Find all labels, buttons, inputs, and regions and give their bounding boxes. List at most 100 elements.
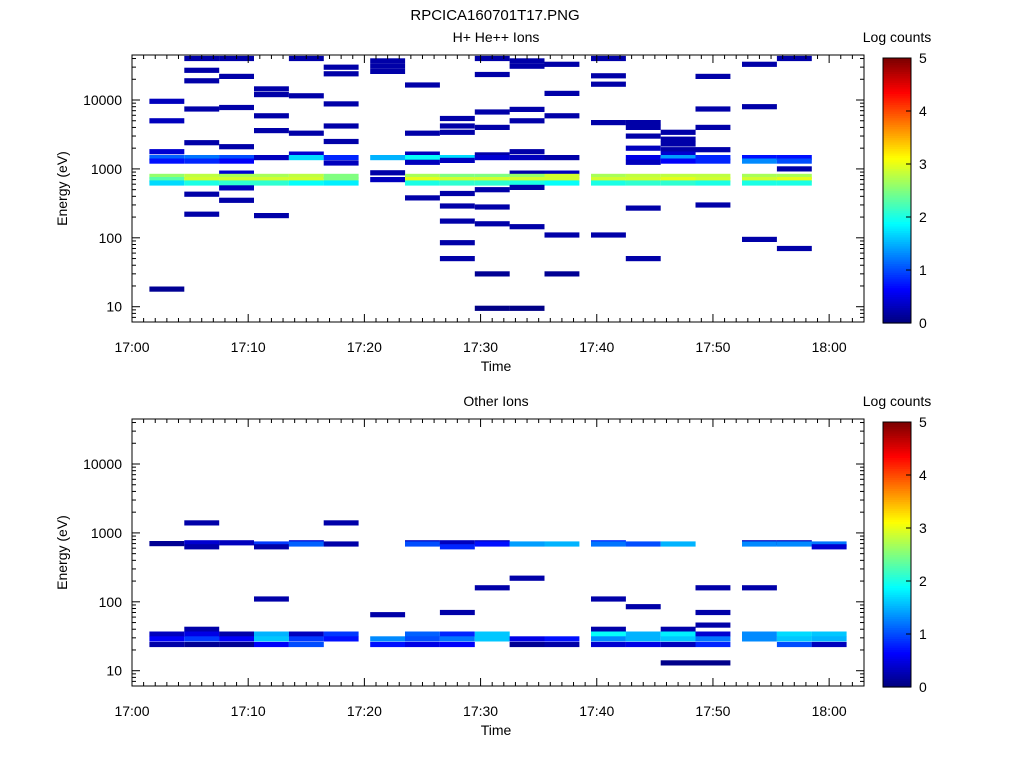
heatmap-cell [370,68,406,74]
heatmap-cell [254,631,289,637]
colorbar-segment [883,576,911,580]
colorbar-segment [883,499,911,503]
colorbar-segment [883,214,911,218]
heatmap-cell [219,180,254,186]
colorbar-segment [883,192,911,196]
colorbar-segment [883,77,911,81]
x-tick-label: 18:00 [812,339,847,355]
colorbar-segment [883,649,911,653]
colorbar-segment [883,263,911,267]
heatmap-cell [625,120,661,126]
heatmap-cell [439,173,475,179]
x-tick-label: 17:30 [463,703,498,719]
colorbar-segment [883,605,911,609]
heatmap-cell [474,124,510,130]
colorbar-tick-label: 0 [919,315,927,331]
heatmap-cell [509,106,545,112]
colorbar-segment [883,307,911,311]
heatmap-cell [474,271,510,277]
colorbar-segment [883,71,911,75]
heatmap-cell [219,158,254,164]
heatmap-cell [288,173,324,179]
colorbar-segment [883,130,911,134]
heatmap-cell [439,155,475,161]
heatmap-cell [776,158,812,164]
heatmap-cell [405,173,440,179]
colorbar-segment [883,492,911,496]
colorbar-segment [883,561,911,564]
colorbar-segment [883,287,911,291]
y-axis-label: Energy (eV) [54,515,70,590]
colorbar-segment [883,565,911,569]
colorbar-segment [883,556,911,560]
y-tick-label: 10 [106,663,122,679]
colorbar-segment [883,152,911,156]
heatmap-cell [776,245,812,252]
heatmap-cell [439,115,475,122]
colorbar-segment [883,99,911,103]
heatmap-cell [544,636,580,642]
heatmap-cell [660,180,696,186]
heatmap-cell [544,90,580,96]
heatmap-cell [405,541,440,547]
colorbar-segment [883,228,911,231]
axes-frame [131,54,865,323]
heatmap-cell [591,120,626,126]
colorbar-segment [883,647,911,651]
heatmap-cell [219,177,254,183]
heatmap-cell [149,177,185,183]
heatmap-cells [149,55,812,311]
colorbar-segment [883,247,911,251]
colorbar-segment [883,468,911,472]
colorbar-segment [883,119,911,123]
heatmap-cell [370,636,406,642]
colorbar-segment [883,294,911,298]
colorbar-segment [883,309,911,313]
colorbar-segment [883,675,911,679]
colorbar-tick-label: 2 [919,573,927,589]
colorbar-segment [883,168,911,172]
colorbar-segment [883,111,911,114]
heatmap-cell [695,155,731,161]
heatmap-cell [509,636,545,642]
colorbar-segment [883,530,911,534]
heatmap-cell [474,155,510,161]
heatmap-cell [288,155,324,161]
heatmap-cell [776,166,812,172]
colorbar-segment [883,316,911,320]
x-tick-label: 18:00 [812,703,847,719]
heatmap-cell [695,202,731,208]
colorbar-segment [883,300,911,304]
colorbar-segment [883,457,911,461]
heatmap-cell [149,636,185,642]
heatmap-cell [254,92,289,98]
colorbar-segment [883,75,911,79]
colorbar-segment [883,144,911,147]
colorbar-segment [883,88,911,92]
colorbar-segment [883,210,911,214]
heatmap-cell [474,585,510,591]
heatmap-cell [474,187,510,193]
heatmap-cell [184,191,220,197]
colorbar-segment [883,680,911,684]
heatmap-cell [509,118,545,124]
heatmap-cell [544,113,580,119]
colorbar-segment [883,256,911,260]
heatmap-cell [254,113,289,119]
heatmap-cell [695,660,731,666]
heatmap-cell [695,641,731,648]
colorbar-segment [883,631,911,635]
x-tick-label: 17:00 [114,339,149,355]
heatmap-cell [695,636,731,642]
x-tick-label: 17:40 [579,703,614,719]
colorbar-segment [883,651,911,655]
heatmap-cell [288,177,324,183]
colorbar-segment [883,589,911,593]
colorbar-segment [883,161,911,165]
heatmap-cell [591,81,626,87]
y-tick-label: 100 [99,230,123,246]
colorbar-segment [883,69,911,72]
heatmap-cell [439,177,475,183]
colorbar-segment [883,84,911,88]
colorbar-segment [883,86,911,90]
